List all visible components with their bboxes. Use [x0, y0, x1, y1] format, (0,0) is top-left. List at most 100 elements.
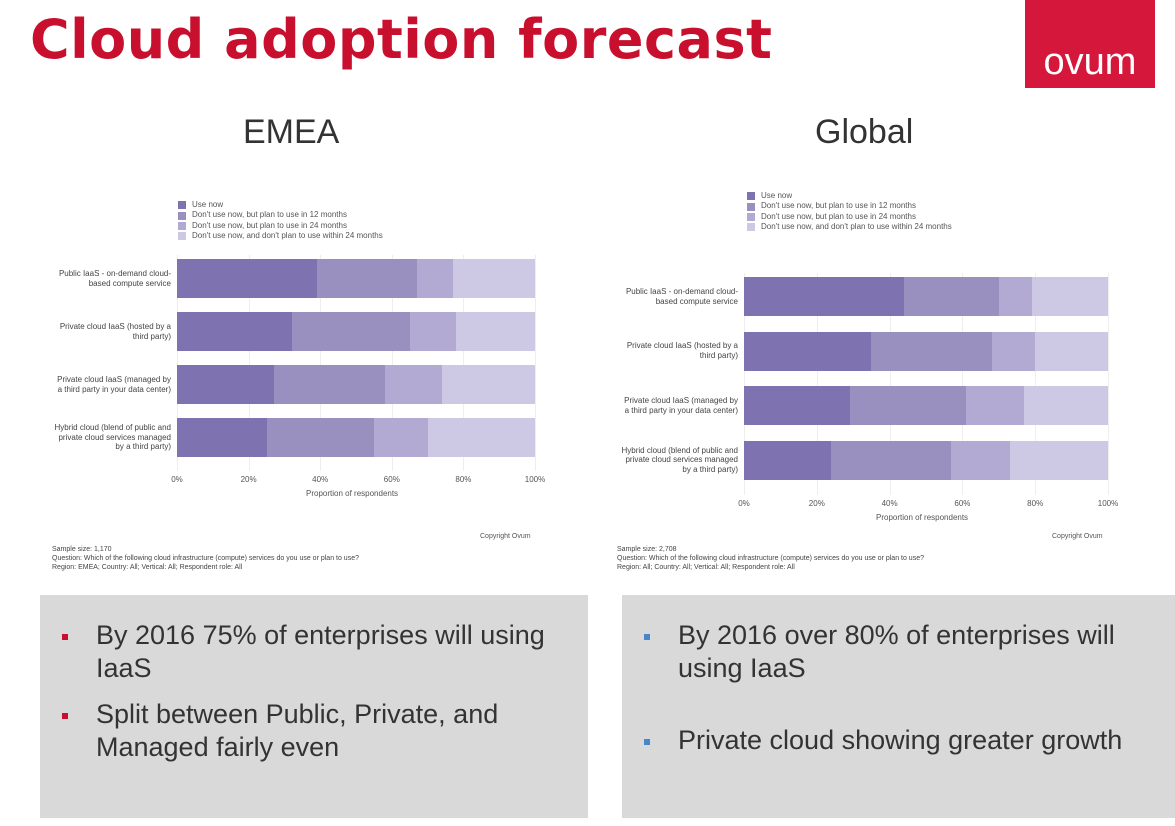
bullet-text: Private cloud showing greater growth	[678, 725, 1123, 755]
x-tick-label: 0%	[738, 499, 750, 508]
legend-label: Don't use now, but plan to use in 12 mon…	[192, 210, 347, 220]
gridline	[744, 273, 745, 495]
bar-segment	[316, 259, 417, 298]
footnote: Sample size: 1,170	[52, 546, 112, 553]
x-tick-label: 80%	[455, 475, 472, 484]
bullet-marker	[62, 634, 68, 640]
legend-swatch	[747, 192, 755, 201]
bullet-marker	[62, 713, 68, 719]
category-label-wrap: Public IaaS - on-demand cloud-based comp…	[53, 255, 171, 302]
gridline	[463, 255, 465, 471]
legend-item: Don't use now, and don't plan to use wit…	[178, 231, 383, 241]
legend-label: Don't use now, and don't plan to use wit…	[761, 222, 952, 232]
legend-swatch	[178, 211, 186, 220]
bar-segment	[291, 312, 410, 351]
gridline	[816, 273, 818, 495]
gridline	[962, 273, 964, 495]
legend-item: Don't use now, but plan to use in 12 mon…	[178, 210, 383, 220]
category-label: Private cloud IaaS (managed by a third p…	[57, 374, 171, 394]
category-label: Private cloud IaaS (managed by a third p…	[624, 395, 738, 415]
bar-segment	[1035, 331, 1108, 371]
bar-segment	[409, 312, 457, 351]
footnote: Region: EMEA; Country: All; Vertical: Al…	[52, 564, 243, 572]
bar-segment	[177, 259, 317, 298]
x-tick-label: 40%	[881, 499, 898, 508]
bar-segment	[1031, 277, 1108, 316]
legend-label: Don't use now, and don't plan to use wit…	[192, 231, 383, 241]
legend-item: Don't use now, but plan to use in 24 mon…	[178, 221, 383, 231]
footnote: Question: Which of the following cloud i…	[617, 555, 924, 563]
bar-segment	[744, 277, 905, 316]
bullet-text: By 2016 over 80% of enterprises will usi…	[678, 620, 1115, 683]
bar-segment	[966, 386, 1025, 425]
legend-item: Use now	[178, 200, 383, 210]
legend-item: Don't use now, but plan to use in 12 mon…	[747, 201, 952, 211]
bar-segment	[1024, 386, 1108, 425]
bar-segment	[427, 418, 535, 457]
bar-segment	[441, 365, 535, 404]
legend-label: Use now	[192, 200, 224, 209]
legend-item: Don't use now, but plan to use in 24 mon…	[747, 212, 952, 222]
legend-swatch	[747, 202, 755, 211]
x-tick-label: 40%	[312, 475, 329, 484]
x-axis-label: Proportion of respondents	[306, 489, 399, 498]
copyright: Copyright Ovum	[1052, 533, 1103, 540]
bar-segment	[266, 418, 374, 457]
bar-segment	[373, 418, 428, 457]
legend: Use now Don't use now, but plan to use in…	[747, 191, 952, 233]
bar-segment	[416, 259, 453, 298]
category-label-wrap: Public IaaS - on-demand cloud-based comp…	[620, 273, 738, 320]
legend-label: Use now	[761, 191, 793, 200]
gridline	[535, 255, 536, 471]
legend-swatch	[747, 212, 755, 221]
gridline	[1108, 273, 1109, 495]
gridline	[1035, 273, 1037, 495]
category-label: Private cloud IaaS (hosted by a third pa…	[59, 321, 171, 341]
category-label-wrap: Hybrid cloud (blend of public and privat…	[53, 414, 171, 461]
bar-segment	[951, 440, 1010, 480]
gridline	[391, 255, 393, 471]
x-axis-label: Proportion of respondents	[876, 513, 969, 522]
bar-segment	[831, 440, 952, 480]
bar-segment	[744, 440, 832, 480]
bar-segment	[744, 331, 872, 371]
bar-segment	[273, 365, 385, 404]
footnotes: Sample size: 2,708 Question: Which of the…	[617, 545, 924, 572]
logo-text: ovum	[1043, 41, 1137, 83]
x-tick-label: 100%	[524, 475, 546, 484]
category-label-wrap: Private cloud IaaS (hosted by a third pa…	[620, 328, 738, 375]
legend-swatch	[178, 232, 186, 241]
emea-heading: EMEA	[243, 113, 340, 151]
category-label: Hybrid cloud (blend of public and privat…	[621, 445, 738, 474]
bar-segment	[998, 277, 1032, 316]
global-heading: Global	[815, 113, 914, 151]
legend-item: Use now	[747, 191, 952, 201]
legend-label: Don't use now, but plan to use in 24 mon…	[192, 220, 347, 230]
bar-segment	[744, 386, 850, 425]
gridline	[177, 255, 178, 471]
bullet-marker	[644, 634, 650, 640]
bullet-text: By 2016 75% of enterprises will using Ia…	[96, 620, 545, 683]
bar-segment	[1009, 440, 1108, 480]
x-tick-label: 20%	[240, 475, 257, 484]
footnotes: Sample size: 1,170 Question: Which of the…	[52, 545, 359, 572]
bar-segment	[177, 365, 274, 404]
footnote: Sample size: 2,708	[617, 546, 677, 553]
x-tick-label: 80%	[1027, 499, 1044, 508]
category-label: Public IaaS - on-demand cloud-based comp…	[625, 286, 738, 306]
legend-swatch	[747, 223, 755, 232]
category-label-wrap: Private cloud IaaS (hosted by a third pa…	[53, 308, 171, 355]
bar-segment	[452, 259, 535, 298]
bar-segment	[177, 418, 267, 457]
bar-segment	[849, 386, 967, 425]
global-summary-box: By 2016 over 80% of enterprises will usi…	[622, 595, 1175, 818]
bar-segment	[177, 312, 292, 351]
emea-summary-box: By 2016 75% of enterprises will using Ia…	[40, 595, 588, 818]
legend: Use now Don't use now, but plan to use in…	[178, 200, 383, 242]
footnote: Region: All; Country: All; Vertical: All…	[617, 564, 795, 572]
legend-label: Don't use now, but plan to use in 12 mon…	[761, 201, 916, 211]
bullet-text: Split between Public, Private, and Manag…	[96, 699, 499, 762]
x-tick-label: 20%	[808, 499, 825, 508]
copyright: Copyright Ovum	[480, 533, 531, 540]
gridline	[320, 255, 322, 471]
